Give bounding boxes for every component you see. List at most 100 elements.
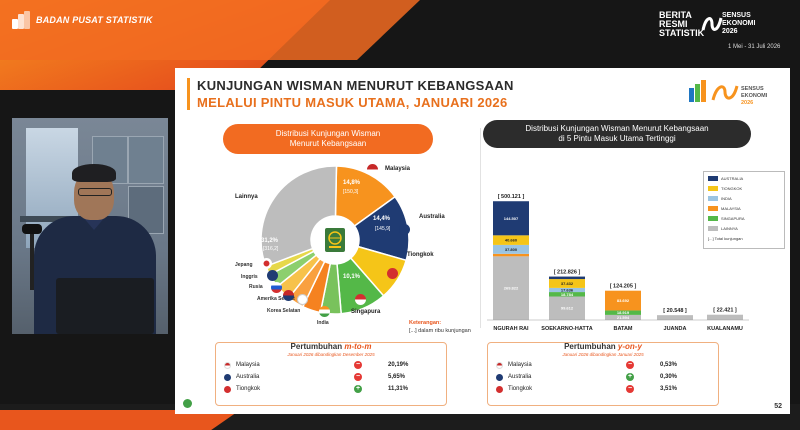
bar-segment-label: 21.594 (617, 315, 630, 320)
legend-item: SINGAPURA (708, 216, 745, 221)
label-malaysia: Malaysia (385, 166, 411, 172)
legend-item: [...] Total kunjungan (708, 236, 743, 241)
slide-title-line-2: MELALUI PINTU MASUK UTAMA, JANUARI 2026 (197, 95, 508, 110)
title-accent-bar (187, 78, 190, 110)
bar-segment (707, 314, 743, 320)
bar-segment-label: 40.660 (505, 238, 518, 243)
legend-swatch (708, 206, 718, 211)
presenter-glasses (78, 188, 112, 196)
bar-segment-label: 99.612 (561, 306, 574, 311)
russia-flag-icon (271, 282, 282, 293)
se-line-2: EKONOMI (722, 20, 756, 27)
panel-yoy-subtitle: Januari 2026 dibandingkan Januari 2025 (562, 352, 644, 357)
se-date: 1 Mei - 31 Juli 2026 (728, 44, 781, 50)
keterangan-text: [...] dalam ribu kunjungan (409, 328, 471, 334)
panel-mtm-title: Pertumbuhan m-to-m (216, 342, 446, 351)
bar-segment (549, 296, 585, 320)
left-section-title-line: Menurut Kebangsaan (289, 139, 367, 148)
video-shelf (20, 216, 90, 222)
bar-segment-label: 18.784 (561, 292, 574, 297)
pct-malaysia: 14,8% (343, 180, 361, 186)
microphone-icon (22, 224, 42, 234)
bar-category-label: SOEKARNO-HATTA (541, 326, 592, 332)
legend-label: INDIA (721, 196, 732, 201)
brs-line-3: STATISTIK (659, 28, 705, 38)
section-divider (480, 128, 481, 328)
legend-item: INDIA (708, 196, 732, 201)
bar-total-label: [ 20.548 ] (663, 308, 687, 314)
legend-swatch (708, 226, 718, 231)
label-inggris: Inggris (241, 274, 258, 280)
bar-category-label: JUANDA (664, 326, 687, 332)
slide-title-line-1: KUNJUNGAN WISMAN MENURUT KEBANGSAAN (197, 78, 514, 93)
malaysia-flag-icon (224, 362, 231, 369)
india-flag-icon (319, 306, 330, 317)
label-rusia: Rusia (249, 284, 263, 290)
slide-footer-icon (183, 399, 192, 408)
yoy-row: Tiongkok − 3,51% (488, 385, 718, 395)
bar-segment-label: 269.822 (504, 286, 519, 291)
legend-item: AUSTRALIA (708, 176, 743, 181)
bar-category-label: NGURAH RAI (493, 326, 529, 332)
panel-yoy-title-text: Pertumbuhan (564, 342, 616, 351)
bar-segment (493, 244, 529, 254)
pct-australia: 14,4% (373, 216, 391, 222)
panel-mtm-title-em: m-to-m (344, 342, 372, 351)
bps-logo: BADAN PUSAT STATISTIK (12, 11, 153, 29)
passport-icon (325, 228, 345, 252)
mtm-row: Australia − 5,65% (216, 373, 446, 383)
panel-mtm-title-text: Pertumbuhan (290, 342, 343, 351)
legend-swatch (708, 186, 718, 191)
brs-logo: BERITA RESMI STATISTIK (659, 11, 704, 38)
video-wall-panel (128, 136, 164, 184)
slide-se-logo: SENSUS EKONOMI 2026 (689, 80, 768, 106)
bar-category-label: KUALANAMU (707, 326, 743, 332)
yoy-row-value: 0,30% (660, 374, 678, 380)
mtm-row: Tiongkok + 11,31% (216, 385, 446, 395)
china-flag-icon (387, 268, 398, 279)
label-lainnya: Lainnya (235, 194, 258, 200)
bar-segment-label: 37.432 (561, 281, 574, 286)
singapore-flag-icon (355, 294, 366, 305)
legend-item: TIONGKOK (708, 186, 742, 191)
donut-chart (260, 165, 410, 315)
val-australia: [145,9] (375, 226, 391, 232)
minus-icon: − (626, 385, 634, 393)
panel-yoy-title: Pertumbuhan y-on-y (488, 342, 718, 351)
label-korea: Korea Selatan (267, 308, 301, 314)
pct-singapura: 10,1% (343, 274, 361, 280)
yoy-row-name: Tiongkok (508, 386, 533, 392)
val-malaysia: [150,3] (343, 189, 359, 195)
bar-total-label: [ 212.826 ] (554, 270, 581, 276)
malaysia-flag-icon (496, 362, 503, 369)
header-orange-band-2 (0, 0, 420, 60)
bar-segment (493, 235, 529, 245)
usa-flag-icon (283, 290, 294, 301)
bar-segment (549, 276, 585, 280)
legend-label: TIONGKOK (721, 186, 743, 191)
legend-swatch (708, 176, 718, 181)
label-india: India (317, 320, 329, 326)
yoy-row-value: 3,51% (660, 386, 678, 392)
panel-mtm-subtitle: Januari 2026 dibandingkan Desember 2025 (287, 352, 375, 357)
australia-flag-icon (224, 374, 231, 381)
plus-icon: + (626, 373, 634, 381)
right-section-title: Distribusi Kunjungan Wisman Menurut Keba… (483, 120, 751, 148)
microphone-arm (30, 230, 34, 290)
yoy-row-name: Australia (508, 374, 532, 380)
yoy-row: Malaysia − 0,53% (488, 361, 718, 371)
legend-item: LAINNYA (708, 226, 738, 231)
australia-flag-icon (399, 224, 410, 235)
bar-segment-label: 18.919 (617, 310, 630, 315)
legend-swatch (708, 216, 718, 221)
label-amerika: Amerika Serikat (257, 296, 295, 302)
legend-label: SINGAPURA (721, 216, 745, 221)
bar-segment (605, 290, 641, 311)
panel-mtm: Pertumbuhan m-to-m Januari 2026 dibandin… (215, 342, 447, 406)
china-flag-icon (224, 386, 231, 393)
presentation-slide: KUNJUNGAN WISMAN MENURUT KEBANGSAAN MELA… (175, 68, 790, 414)
footer-orange-stripe (0, 410, 240, 430)
bar-segment (493, 253, 529, 257)
bar-segment (605, 310, 641, 315)
mtm-row-value: 5,65% (388, 374, 406, 380)
